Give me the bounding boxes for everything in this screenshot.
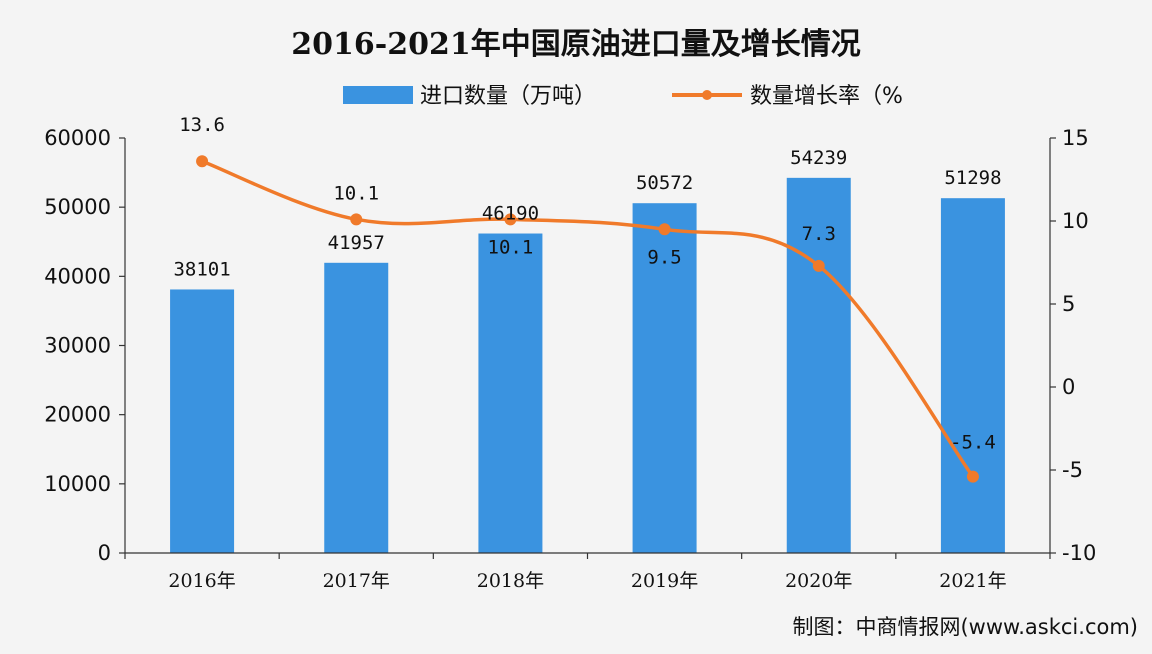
growth-rate-point [196,155,209,168]
right-tick-label: 5 [1062,292,1075,316]
growth-rate-point [504,213,517,226]
right-tick-label: 15 [1062,126,1089,150]
right-axis: -10 -5 0 5 10 15 [1049,126,1096,565]
growth-rate-label: 13.6 [179,114,225,136]
growth-rate-label: 10.1 [333,182,379,204]
left-tick-label: 50000 [44,195,111,219]
right-tick-label: -5 [1062,458,1083,482]
bar-value-label: 51298 [944,167,1001,189]
data-labels: 38101 41957 46190 50572 54239 51298 13.6 10.1 10… [173,114,1001,453]
x-tick-label: 2020年 [785,570,852,592]
bar-value-label: 38101 [173,258,230,280]
source-note: 制图：中商情报网(www.askci.com) [792,615,1138,639]
growth-rate-label: -5.4 [950,432,996,454]
bar-value-label: 46190 [482,203,539,225]
growth-rate-label: 9.5 [647,246,681,268]
growth-rate-point [350,213,363,226]
bar [170,289,235,553]
left-tick-label: 20000 [44,403,111,427]
left-tick-label: 0 [98,541,111,565]
left-tick-label: 40000 [44,264,111,288]
legend-bar-label: 进口数量（万吨） [420,84,596,109]
growth-rate-label: 10.1 [488,236,534,258]
growth-rate-point [966,470,979,483]
bar [940,198,1005,553]
bar [324,262,389,553]
x-tick-label: 2016年 [168,570,235,592]
left-tick-label: 30000 [44,334,111,358]
x-axis: 2016年 2017年 2018年 2019年 2020年 2021年 [124,552,1051,592]
left-tick-label: 10000 [44,472,111,496]
x-tick-label: 2021年 [939,570,1006,592]
right-tick-label: 0 [1062,375,1075,399]
growth-rate-line [201,159,975,478]
line-series [196,155,979,483]
chart-title: 2016-2021年中国原油进口量及增长情况 [291,27,860,62]
growth-rate-label: 7.3 [802,223,836,245]
bar [786,177,851,553]
legend-line-marker [702,90,712,100]
bar-value-label: 41957 [328,232,385,254]
right-tick-label: -10 [1062,541,1096,565]
bar [478,233,543,553]
bar [632,203,697,553]
bar-value-label: 50572 [636,172,693,194]
x-tick-label: 2017年 [323,570,390,592]
growth-rate-point [812,259,825,272]
right-tick-label: 10 [1062,209,1089,233]
x-tick-label: 2019年 [631,570,698,592]
bar-series [170,177,1005,553]
left-axis: 0 10000 20000 30000 40000 50000 60000 [44,126,126,565]
legend-bar-swatch [343,86,413,104]
x-tick-label: 2018年 [477,570,544,592]
growth-rate-point [658,223,671,236]
bar-value-label: 54239 [790,147,847,169]
legend-line-label: 数量增长率（% [750,84,903,109]
left-tick-label: 60000 [44,126,111,150]
